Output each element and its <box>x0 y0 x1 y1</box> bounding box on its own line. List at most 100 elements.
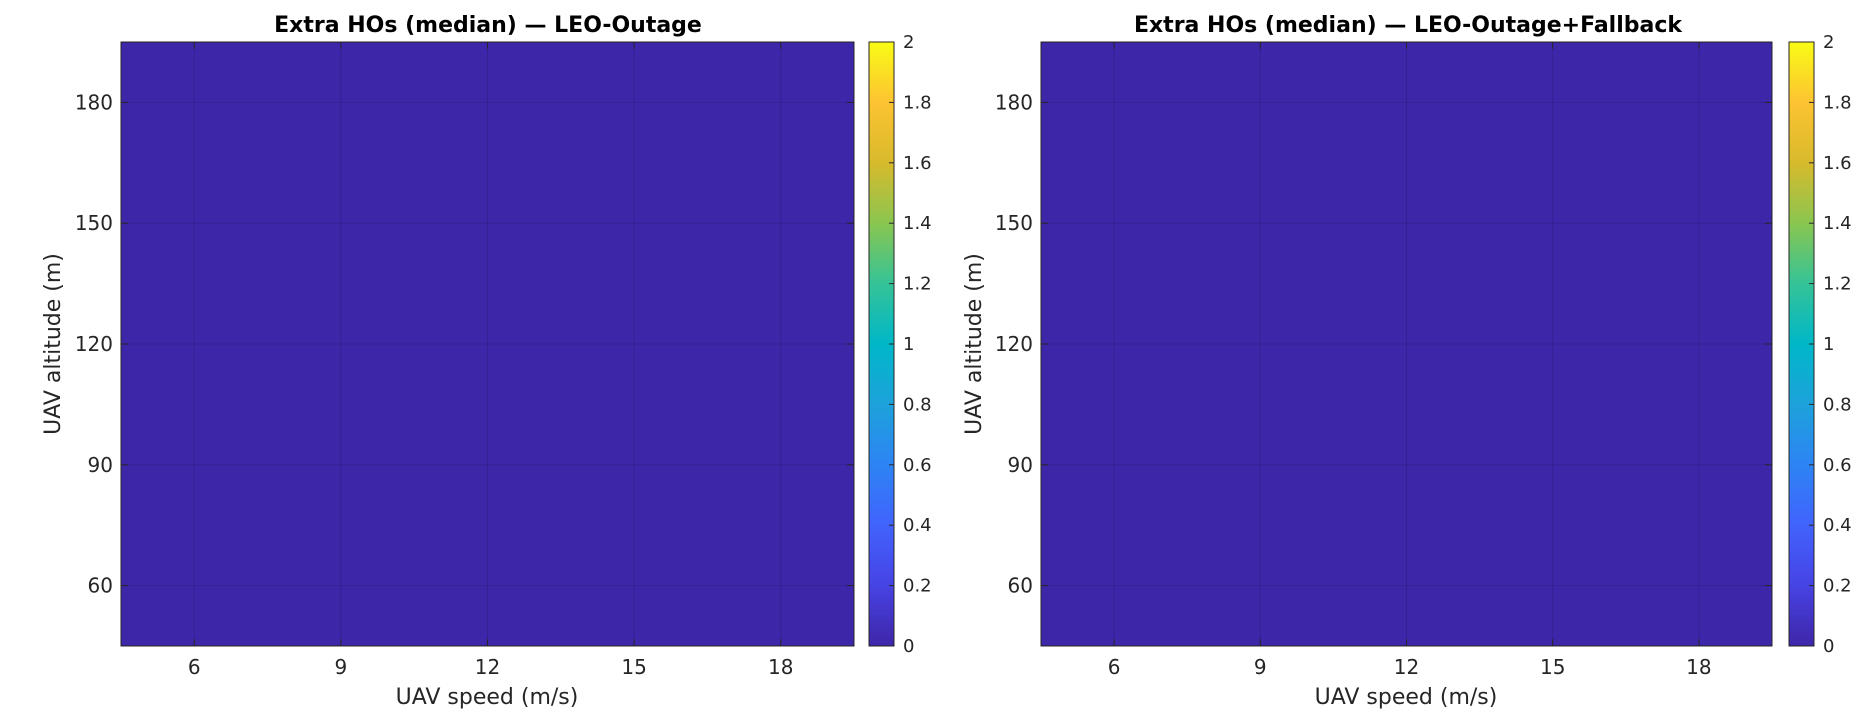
colorbar-tick-label: 2 <box>1823 32 1834 53</box>
heatmap-cell <box>1187 42 1334 164</box>
y-tick-label: 90 <box>1008 453 1033 477</box>
colorbar-tick-label: 1.2 <box>903 274 932 295</box>
heatmap-cell <box>267 283 415 405</box>
colorbar-tick-label: 0.6 <box>903 455 932 476</box>
y-tick-label: 60 <box>1008 574 1033 598</box>
x-tick-label: 18 <box>1686 655 1711 679</box>
heatmap-cell <box>1333 525 1481 647</box>
heatmap-cell <box>1479 525 1627 647</box>
colorbar-tick-label: 0.8 <box>903 394 932 415</box>
heatmap-cell <box>1625 42 1773 164</box>
y-tick-label: 180 <box>75 90 113 114</box>
grid-lines-1 <box>121 42 854 646</box>
x-tick-labels-2: 6 9 12 15 18 <box>1108 655 1712 679</box>
grid-lines-2 <box>1041 42 1772 646</box>
colorbar-tick-label: 1 <box>1823 334 1834 355</box>
heatmap-cell <box>121 404 269 526</box>
colorbar-ticks-1: 0 0.2 0.4 0.6 0.8 1 1.2 1.4 1.6 1.8 2 <box>889 32 932 657</box>
y-axis-label-2: UAV altitude (m) <box>962 253 987 435</box>
heatmap-cell <box>1187 283 1334 405</box>
heatmap-cell <box>560 162 708 285</box>
heatmap-cell <box>1625 162 1773 285</box>
colorbar-tick-label: 0.8 <box>1823 394 1852 415</box>
x-axis-label-1: UAV speed (m/s) <box>396 685 579 710</box>
y-tick-label: 60 <box>88 574 113 598</box>
colorbar-tick-label: 2 <box>903 32 914 53</box>
heatmap-cell <box>1479 283 1627 405</box>
axis-ticks-1 <box>121 42 854 646</box>
chart-title-2: Extra HOs (median) — LEO-Outage+Fallback <box>1134 13 1683 38</box>
heatmap-panel-2: Extra HOs (median) — LEO-Outage+Fallback… <box>962 13 1852 710</box>
colorbar-tick-label: 1 <box>903 334 914 355</box>
colorbar-tick-label: 1.2 <box>1823 274 1852 295</box>
heatmap-cell <box>1625 525 1773 647</box>
y-axis-label-1: UAV altitude (m) <box>41 253 66 435</box>
heatmap-cell <box>121 283 269 405</box>
x-tick-label: 9 <box>1254 655 1267 679</box>
heatmap-cell <box>1333 42 1481 164</box>
y-tick-label: 120 <box>995 332 1033 356</box>
heatmap-cell <box>1333 162 1481 285</box>
heatmap-cell <box>1479 404 1627 526</box>
heatmap-cell <box>267 162 415 285</box>
heatmap-cell <box>707 162 855 285</box>
heatmap-cell <box>707 42 855 164</box>
colorbar-tick-label: 1.6 <box>1823 153 1852 174</box>
y-tick-labels-1: 60 90 120 150 180 <box>75 90 113 597</box>
x-tick-label: 12 <box>475 655 500 679</box>
heatmap-cell <box>414 283 562 405</box>
heatmap-cell <box>560 283 708 405</box>
heatmap-cell <box>560 525 708 647</box>
heatmap-cell <box>707 525 855 647</box>
heatmap-cell <box>707 283 855 405</box>
x-tick-label: 12 <box>1394 655 1419 679</box>
colorbar-tick-label: 0.4 <box>1823 515 1852 536</box>
heatmap-cell <box>267 404 415 526</box>
y-tick-labels-2: 60 90 120 150 180 <box>995 90 1033 597</box>
heatmap-cell <box>1041 42 1188 164</box>
x-tick-label: 9 <box>335 655 348 679</box>
heatmap-cell <box>414 404 562 526</box>
heatmap-cell <box>1041 162 1188 285</box>
heatmap-panel-1: Extra HOs (median) — LEO-Outage 6 9 12 15 18… <box>41 13 932 710</box>
y-tick-label: 90 <box>88 453 113 477</box>
colorbar-tick-label: 1.4 <box>903 213 932 234</box>
heatmap-cell <box>560 42 708 164</box>
heatmap-cell <box>121 42 269 164</box>
heatmap-cell <box>121 525 269 647</box>
colorbar-tick-label: 0.4 <box>903 515 932 536</box>
heatmap-cell <box>1333 283 1481 405</box>
colorbar-tick-label: 0 <box>1823 636 1834 657</box>
heatmap-cell <box>1041 283 1188 405</box>
colorbar-tick-label: 1.8 <box>1823 92 1852 113</box>
heatmap-cell <box>1333 404 1481 526</box>
heatmap-cell <box>1479 42 1627 164</box>
y-tick-label: 120 <box>75 332 113 356</box>
x-tick-labels-1: 6 9 12 15 18 <box>188 655 793 679</box>
colorbar-tick-label: 1.4 <box>1823 213 1852 234</box>
heatmap-cells-2 <box>1041 42 1773 647</box>
colorbar-tick-label: 0.2 <box>1823 576 1852 597</box>
heatmap-cell <box>414 525 562 647</box>
heatmap-cell <box>560 404 708 526</box>
colorbar-tick-label: 0.2 <box>903 576 932 597</box>
y-tick-label: 150 <box>75 211 113 235</box>
heatmap-cell <box>1479 162 1627 285</box>
heatmap-cell <box>267 42 415 164</box>
heatmap-cell <box>1041 525 1188 647</box>
x-tick-label: 6 <box>1108 655 1121 679</box>
x-tick-label: 18 <box>768 655 793 679</box>
colorbar-tick-label: 1.8 <box>903 92 932 113</box>
x-tick-label: 15 <box>621 655 646 679</box>
y-tick-label: 150 <box>995 211 1033 235</box>
y-tick-label: 180 <box>995 90 1033 114</box>
heatmap-cell <box>1625 404 1773 526</box>
heatmap-cell <box>1187 404 1334 526</box>
axis-ticks-2 <box>1041 42 1772 646</box>
chart-title-1: Extra HOs (median) — LEO-Outage <box>274 13 702 38</box>
colorbar-tick-label: 1.6 <box>903 153 932 174</box>
heatmap-cell <box>267 525 415 647</box>
heatmap-cell <box>414 162 562 285</box>
x-tick-label: 6 <box>188 655 201 679</box>
